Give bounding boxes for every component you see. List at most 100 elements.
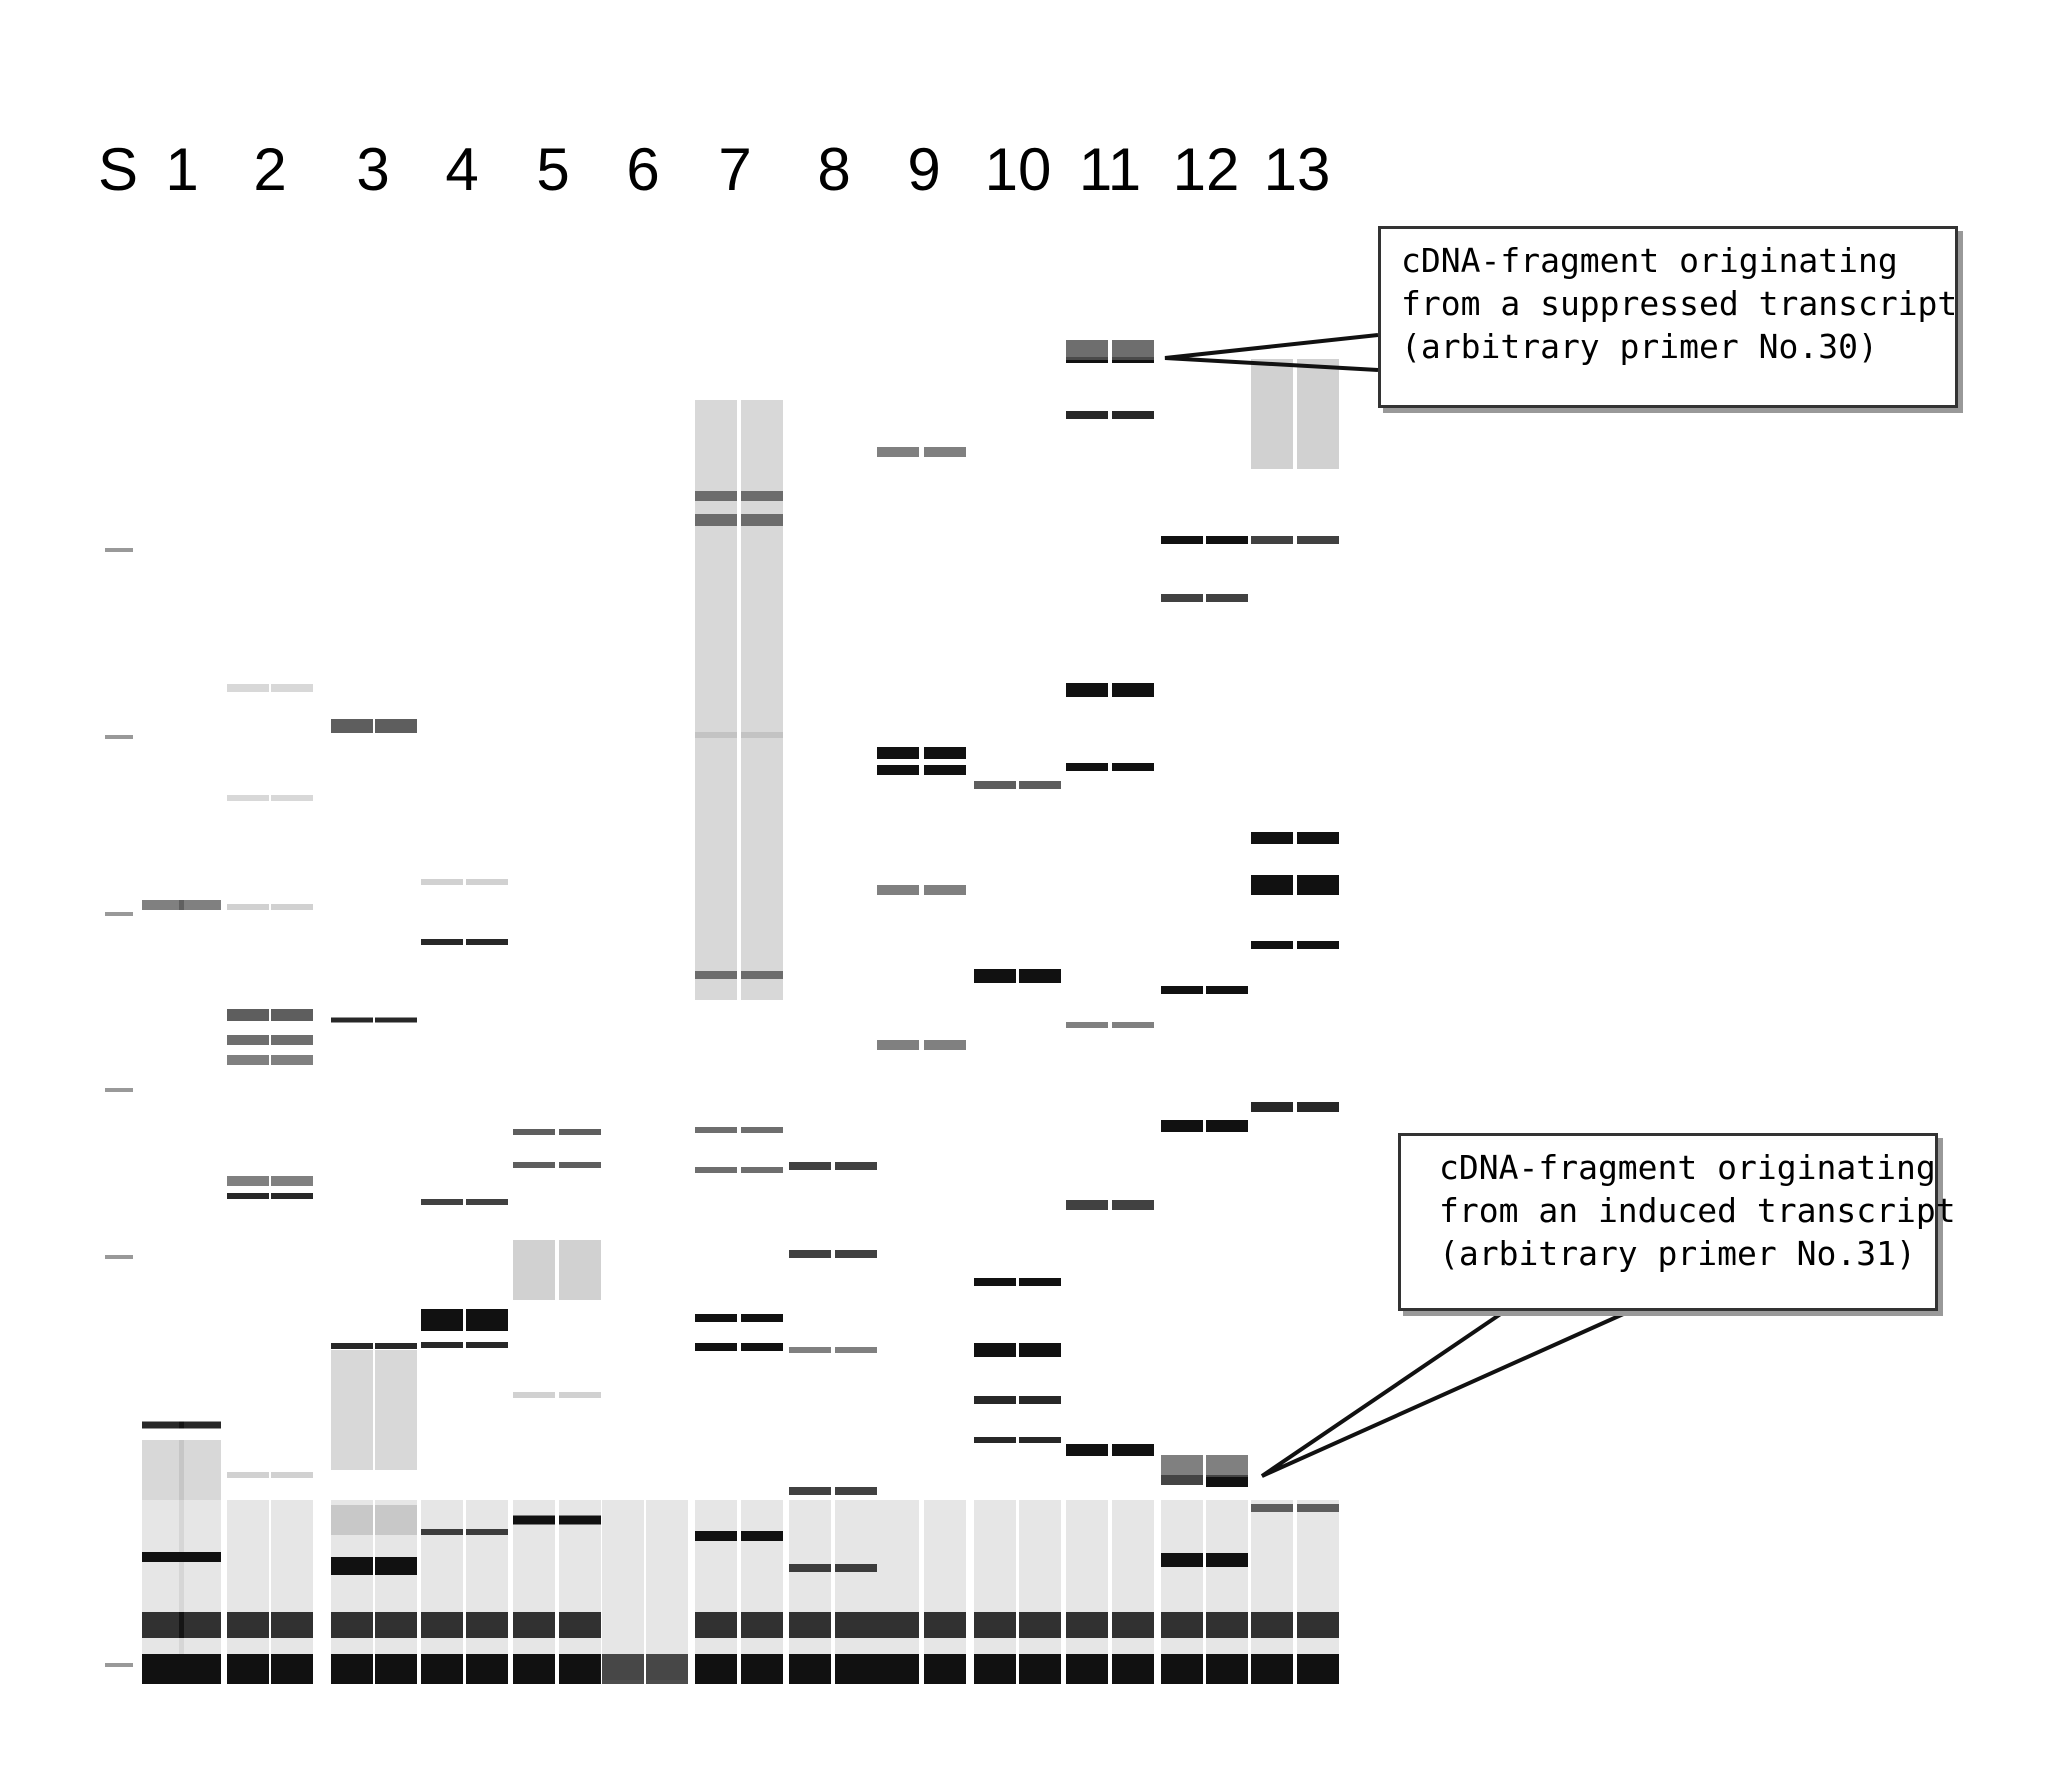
lane-4-smear-1 xyxy=(421,1500,463,1680)
lane-2-smear-1 xyxy=(227,1500,269,1680)
lane-5-band-1-2 xyxy=(559,1129,601,1135)
lane-10-band-2-2 xyxy=(1019,1278,1061,1286)
lane-11-band-4-2 xyxy=(1112,763,1154,771)
lane-4-band-2-2 xyxy=(466,1342,508,1348)
lane-9-band-1-1 xyxy=(877,747,919,759)
lane-10-band-1-2 xyxy=(1019,969,1061,983)
lane-13-band-4-1 xyxy=(1251,875,1293,895)
lane-label-6: 6 xyxy=(626,136,660,203)
lane-5-band-2-1 xyxy=(513,1162,555,1168)
lane-12-front-upper-band-2 xyxy=(1206,1612,1248,1638)
lane-label-11: 11 xyxy=(1078,136,1142,203)
lane-13-smear-1 xyxy=(1251,1500,1293,1680)
callout-suppressed-line-1: cDNA-fragment originating xyxy=(1401,241,1898,280)
lane-7-front-upper-band-2 xyxy=(741,1612,783,1638)
lane-9-band-2-2 xyxy=(924,765,966,775)
lane-2-band-4-2 xyxy=(271,1035,313,1045)
lane-11-smear-1 xyxy=(1066,1500,1108,1680)
lane-11-front-band-1 xyxy=(1066,1654,1108,1684)
lane-12-smear-1 xyxy=(1161,1500,1203,1680)
lane-2-band-7-1 xyxy=(227,795,269,801)
lane-13-band-2-1 xyxy=(1251,536,1293,544)
lane-7-band-9-2 xyxy=(741,1167,783,1173)
lane-11-band-3-2 xyxy=(1112,683,1154,697)
lane-label-1: 1 xyxy=(165,136,199,203)
lane-3-band-2-2 xyxy=(375,1017,417,1023)
callout-induced-line-3: (arbitrary primer No.31) xyxy=(1439,1234,1916,1273)
lane-9-band-5-2 xyxy=(924,1040,966,1050)
lane-8-front-upper-band-2 xyxy=(835,1612,877,1638)
lane-9-front-upper-band-2 xyxy=(924,1612,966,1638)
lane-9-band-4-1 xyxy=(877,885,919,895)
lane-1-band-4-1 xyxy=(142,1440,184,1500)
lane-2-band-6-1 xyxy=(227,904,269,910)
lane-2-band-4-1 xyxy=(227,1035,269,1045)
lane-5-band-5-1 xyxy=(513,1392,555,1398)
lane-13-band-1-1 xyxy=(1251,359,1293,469)
lane-10-band-1-1 xyxy=(974,969,1016,983)
lane-1-front-band-1 xyxy=(142,1654,184,1684)
lane-3-band-3-2 xyxy=(375,1343,417,1349)
lane-7-band-8-1 xyxy=(695,1127,737,1133)
lane-1-band-2-1 xyxy=(142,1552,184,1562)
lane-13-band-7-2 xyxy=(1297,1504,1339,1512)
lane-8-band-1-2 xyxy=(835,1162,877,1170)
lane-3-band-1-1 xyxy=(331,719,373,733)
lane-5-band-3-1 xyxy=(513,1515,555,1525)
lane-5-front-band-2 xyxy=(559,1654,601,1684)
lane-10-band-3-2 xyxy=(1019,1343,1061,1357)
lane-9-front-band-1 xyxy=(877,1654,919,1684)
marker-band-6 xyxy=(105,1663,133,1667)
lane-label-s: S xyxy=(97,136,139,203)
lane-13-band-6-1 xyxy=(1251,1102,1293,1112)
lane-label-13: 13 xyxy=(1263,136,1331,203)
lane-13-band-5-1 xyxy=(1251,941,1293,949)
lane-7-smear-2 xyxy=(741,1500,783,1680)
lane-11-band-8-2 xyxy=(1112,340,1154,360)
lane-5-band-1-1 xyxy=(513,1129,555,1135)
lane-4-band-6-1 xyxy=(421,879,463,885)
lane-3-band-2-1 xyxy=(331,1017,373,1023)
lane-13-band-5-2 xyxy=(1297,941,1339,949)
lane-8-band-2-1 xyxy=(789,1250,831,1258)
lane-8-band-1-1 xyxy=(789,1162,831,1170)
lane-7-band-10-1 xyxy=(695,400,737,1000)
lane-8-front-band-2 xyxy=(835,1654,877,1684)
lane-10-band-3-1 xyxy=(974,1343,1016,1357)
lane-10-band-4-2 xyxy=(1019,1396,1061,1404)
lane-9-front-band-2 xyxy=(924,1654,966,1684)
lane-label-5: 5 xyxy=(536,136,570,203)
marker-band-5 xyxy=(105,1255,133,1259)
lane-4-front-band-2 xyxy=(466,1654,508,1684)
lane-8-band-3-2 xyxy=(835,1487,877,1495)
lane-3-front-band-2 xyxy=(375,1654,417,1684)
lane-label-3: 3 xyxy=(356,136,390,203)
lane-8-band-3-1 xyxy=(789,1487,831,1495)
lane-11-front-upper-band-1 xyxy=(1066,1612,1108,1638)
lane-9-smear-2 xyxy=(924,1500,966,1680)
lane-7-band-10-2 xyxy=(741,400,783,1000)
lane-12-front-band-1 xyxy=(1161,1654,1203,1684)
lane-13-band-1-2 xyxy=(1297,359,1339,469)
lane-13-band-4-2 xyxy=(1297,875,1339,895)
lane-1-smear-2 xyxy=(179,1500,221,1680)
lane-2-front-band-1 xyxy=(227,1654,269,1684)
lane-9-band-2-1 xyxy=(877,765,919,775)
lane-8-front-band-1 xyxy=(789,1654,831,1684)
lane-2-smear-2 xyxy=(271,1500,313,1680)
lane-1-band-1-1 xyxy=(142,1421,184,1429)
lane-1-band-3-1 xyxy=(142,900,184,910)
callout-suppressed-pointer xyxy=(1164,333,1379,372)
lane-10-front-band-2 xyxy=(1019,1654,1061,1684)
lane-1-front-upper-band-2 xyxy=(179,1612,221,1638)
lane-3-band-5-1 xyxy=(331,1350,373,1470)
lane-label-7: 7 xyxy=(718,136,752,203)
lane-9-band-1-2 xyxy=(924,747,966,759)
lane-5-band-5-2 xyxy=(559,1392,601,1398)
lane-3-band-5-2 xyxy=(375,1350,417,1470)
lane-5-band-4-1 xyxy=(513,1240,555,1300)
lane-6-front-band-1 xyxy=(602,1654,644,1684)
callout-suppressed-transcript: cDNA-fragment originating from a suppres… xyxy=(1378,226,1958,408)
lane-4-band-4-1 xyxy=(421,1199,463,1205)
lane-7-band-6-1 xyxy=(695,1531,737,1541)
